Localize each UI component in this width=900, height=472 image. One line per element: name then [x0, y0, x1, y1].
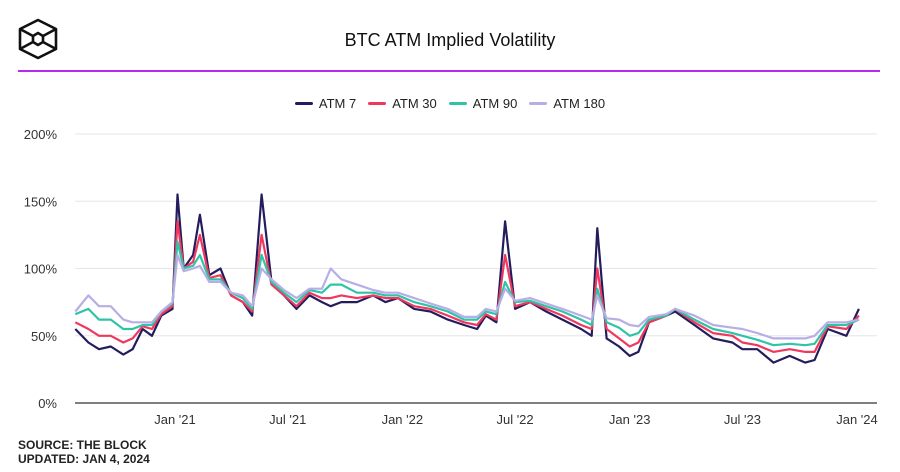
y-tick-label: 50%	[31, 329, 57, 344]
legend-swatch	[529, 102, 548, 105]
y-tick-label: 100%	[24, 262, 58, 277]
legend-swatch	[294, 102, 313, 105]
legend-item[interactable]: ATM 90	[448, 96, 518, 111]
series-line-atm-90	[74, 240, 860, 347]
y-tick-label: 150%	[24, 194, 58, 209]
x-tick-label: Jan '21	[154, 412, 196, 427]
y-tick-label: 200%	[24, 127, 58, 142]
x-tick-label: Jan '22	[382, 412, 424, 427]
legend-label: ATM 90	[472, 96, 518, 111]
legend-item[interactable]: ATM 30	[368, 96, 437, 111]
legend-swatch	[368, 102, 387, 105]
title-divider	[18, 70, 880, 72]
x-tick-label: Jul '22	[496, 412, 533, 427]
legend-item[interactable]: ATM 180	[529, 96, 605, 111]
legend-swatch	[448, 102, 467, 105]
x-tick-label: Jan '23	[609, 412, 651, 427]
legend-label: ATM 180	[553, 96, 606, 111]
updated-text: UPDATED: JAN 4, 2024	[18, 452, 150, 466]
x-tick-label: Jul '21	[269, 412, 306, 427]
series-line-atm-7	[74, 193, 860, 364]
chart-title: BTC ATM Implied Volatility	[344, 30, 556, 50]
legend-item[interactable]: ATM 7	[294, 96, 357, 111]
y-tick-label: 0%	[38, 396, 57, 411]
x-tick-label: Jul '23	[724, 412, 761, 427]
legend: ATM 7 ATM 30 ATM 90 ATM 180	[0, 96, 900, 111]
legend-label: ATM 30	[392, 96, 437, 111]
the-block-logo	[18, 18, 58, 60]
source-text: SOURCE: THE BLOCK	[18, 438, 147, 452]
source-note: SOURCE: THE BLOCK UPDATED: JAN 4, 2024	[18, 438, 150, 466]
x-tick-label: Jan '24	[836, 412, 878, 427]
series-line-atm-180	[74, 253, 860, 340]
legend-label: ATM 7	[318, 96, 357, 111]
series-line-atm-30	[74, 220, 860, 353]
